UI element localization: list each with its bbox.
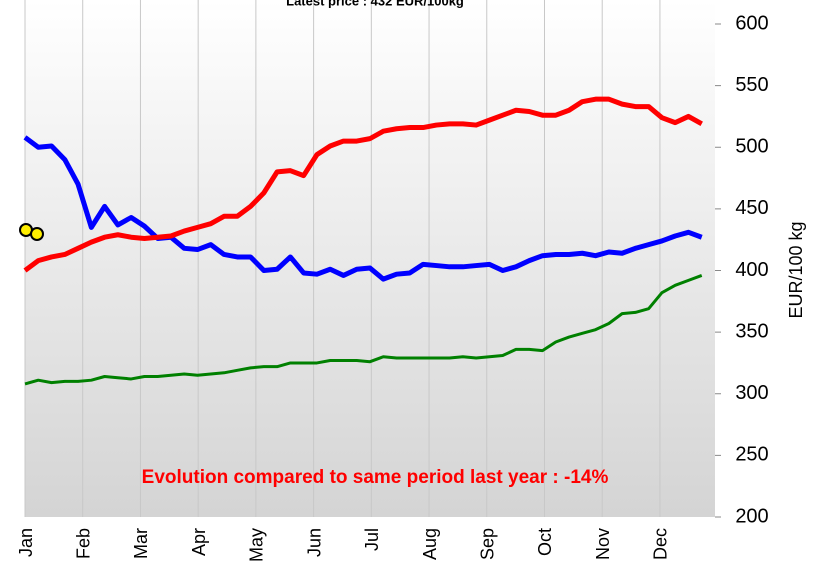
y-tick-label: 300 [735, 382, 768, 404]
x-tick-label: May [247, 528, 267, 562]
series-line [24, 274, 703, 386]
y-axis-label: EUR/100 kg [786, 221, 806, 318]
x-tick-label: Feb [73, 528, 93, 559]
series-line [23, 135, 703, 282]
x-tick-label: Jul [362, 528, 382, 551]
y-tick-label: 550 [735, 74, 768, 96]
x-tick-label: Dec [651, 528, 671, 560]
x-tick-label: Jan [16, 528, 36, 557]
x-tick-label: Sep [478, 528, 498, 560]
y-tick-label: 450 [735, 197, 768, 219]
marker-icon [19, 223, 44, 241]
series-line [23, 96, 703, 273]
y-tick-label: 250 [735, 444, 768, 466]
chart-title: Latest price : 432 EUR/100kg [286, 0, 464, 8]
y-tick-label: 200 [735, 505, 768, 527]
y-tick-label: 350 [735, 320, 768, 342]
x-tick-label: Jun [304, 528, 324, 557]
x-tick-label: Oct [535, 528, 555, 556]
x-tick-label: Aug [420, 528, 440, 560]
plot-background [25, 0, 715, 517]
x-tick-label: Apr [189, 528, 209, 556]
y-tick-label: 600 [735, 12, 768, 34]
y-tick-label: 400 [735, 259, 768, 281]
x-tick-label: Mar [131, 528, 151, 559]
x-tick-label: Nov [593, 528, 613, 560]
annotation: Evolution compared to same period last y… [142, 467, 609, 488]
y-tick-label: 500 [735, 136, 768, 158]
